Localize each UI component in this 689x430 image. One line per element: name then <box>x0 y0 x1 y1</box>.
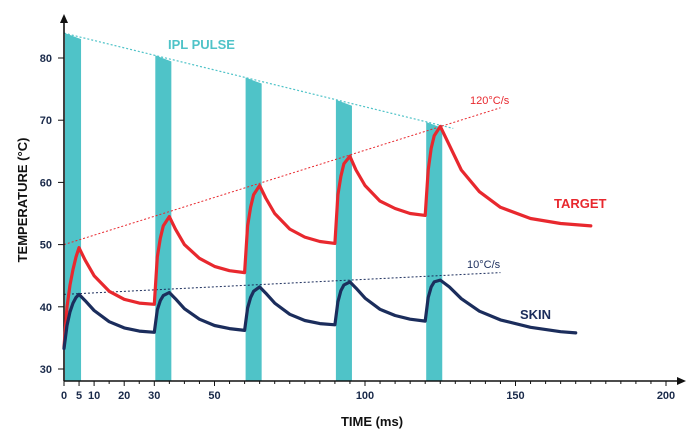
x-tick-label: 30 <box>148 390 160 402</box>
x-tick-label: 0 <box>61 390 67 402</box>
y-tick-label: 80 <box>40 53 52 65</box>
series-label-target: TARGET <box>554 196 607 211</box>
series-line-skin <box>62 278 578 351</box>
x-axis-arrow <box>677 377 686 385</box>
trend-label-target: 120°C/s <box>470 95 510 107</box>
pulse-label: IPL PULSE <box>168 37 235 52</box>
pulse-bar-5 <box>426 121 443 382</box>
annotations: IPL PULSE TARGET SKIN 120°C/s 10°C/s TIM… <box>15 37 607 429</box>
x-tick-label: 200 <box>657 390 675 402</box>
series-line-target <box>62 124 593 349</box>
trend-line-target <box>63 107 501 246</box>
pulse-bar-4 <box>335 99 352 382</box>
series-lines <box>62 124 593 351</box>
series-label-skin: SKIN <box>520 307 551 322</box>
x-tick-label: 5 <box>76 390 82 402</box>
y-tick-label: 50 <box>40 240 52 252</box>
axes <box>60 14 686 385</box>
x-tick-label: 50 <box>208 390 220 402</box>
pulse-envelope-line <box>63 32 454 130</box>
x-tick-label: 100 <box>356 390 374 402</box>
y-tick-label: 60 <box>40 177 52 189</box>
trend-label-skin: 10°C/s <box>467 259 501 271</box>
x-tick-label: 20 <box>118 390 130 402</box>
y-axis-title: TEMPERATURE (°C) <box>15 138 30 263</box>
y-tick-label: 30 <box>40 364 52 376</box>
x-tick-label: 10 <box>88 390 100 402</box>
y-axis-arrow <box>60 14 68 23</box>
trend-line-skin <box>63 272 501 295</box>
trend-lines <box>63 107 501 295</box>
y-tick-label: 40 <box>40 302 52 314</box>
x-tick-label: 150 <box>506 390 524 402</box>
ticks: 0 5 10 20 30 50 100 150 200 30 40 50 60 70 80 <box>40 53 675 402</box>
x-axis-title: TIME (ms) <box>341 414 403 429</box>
y-tick-label: 70 <box>40 115 52 127</box>
